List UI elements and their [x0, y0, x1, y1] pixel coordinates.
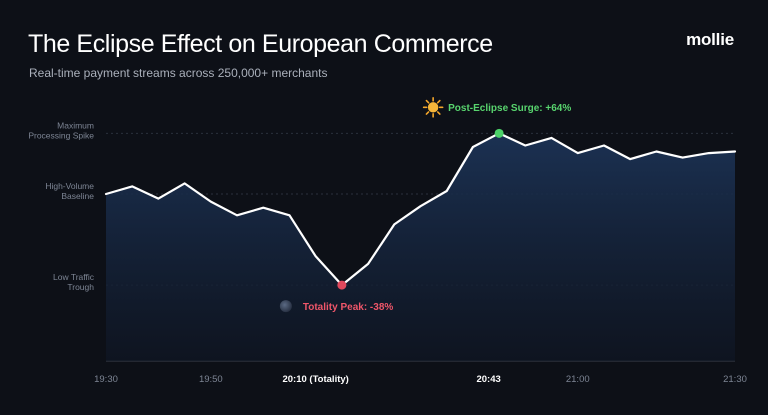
chart-title: The Eclipse Effect on European Commerce [28, 30, 493, 58]
y-level-label-line: Maximum [57, 120, 94, 130]
chart-subtitle: Real-time payment streams across 250,000… [29, 66, 328, 80]
series-line [104, 132, 737, 287]
brand-logo: mollie [686, 30, 734, 49]
surge-annotation: Post-Eclipse Surge: +64% [448, 103, 571, 114]
x-tick-label: 21:30 [723, 374, 747, 385]
surge-marker [494, 128, 504, 138]
sun-ray [436, 111, 441, 115]
y-level-label-line: Trough [67, 282, 94, 292]
sun-disc [427, 102, 439, 113]
sun-ray [436, 99, 441, 104]
moon-icon [279, 300, 292, 313]
sun-icon [422, 97, 444, 118]
sun-ray [425, 111, 430, 115]
sun-ray [425, 99, 430, 104]
trough-marker [337, 280, 347, 290]
x-tick-label: 20:10 (Totality) [282, 374, 348, 385]
y-level-label-line: Low Traffic [53, 272, 95, 282]
x-tick-label: 19:30 [94, 374, 118, 385]
x-tick-label: 21:00 [566, 374, 590, 385]
y-level-label: Low Traffic Trough [53, 272, 95, 292]
y-level-label-line: High-Volume [45, 181, 94, 191]
y-level-label-line: Baseline [61, 191, 94, 201]
y-level-label: High-Volume Baseline [45, 181, 94, 201]
y-level-label-line: Processing Spike [28, 130, 94, 140]
y-level-label: Maximum Processing Spike [28, 120, 94, 140]
x-tick-label: 20:43 [476, 374, 500, 385]
series-area-fill [106, 133, 735, 361]
x-tick-label: 19:50 [199, 374, 223, 385]
trough-annotation: Totality Peak: -38% [303, 302, 394, 313]
